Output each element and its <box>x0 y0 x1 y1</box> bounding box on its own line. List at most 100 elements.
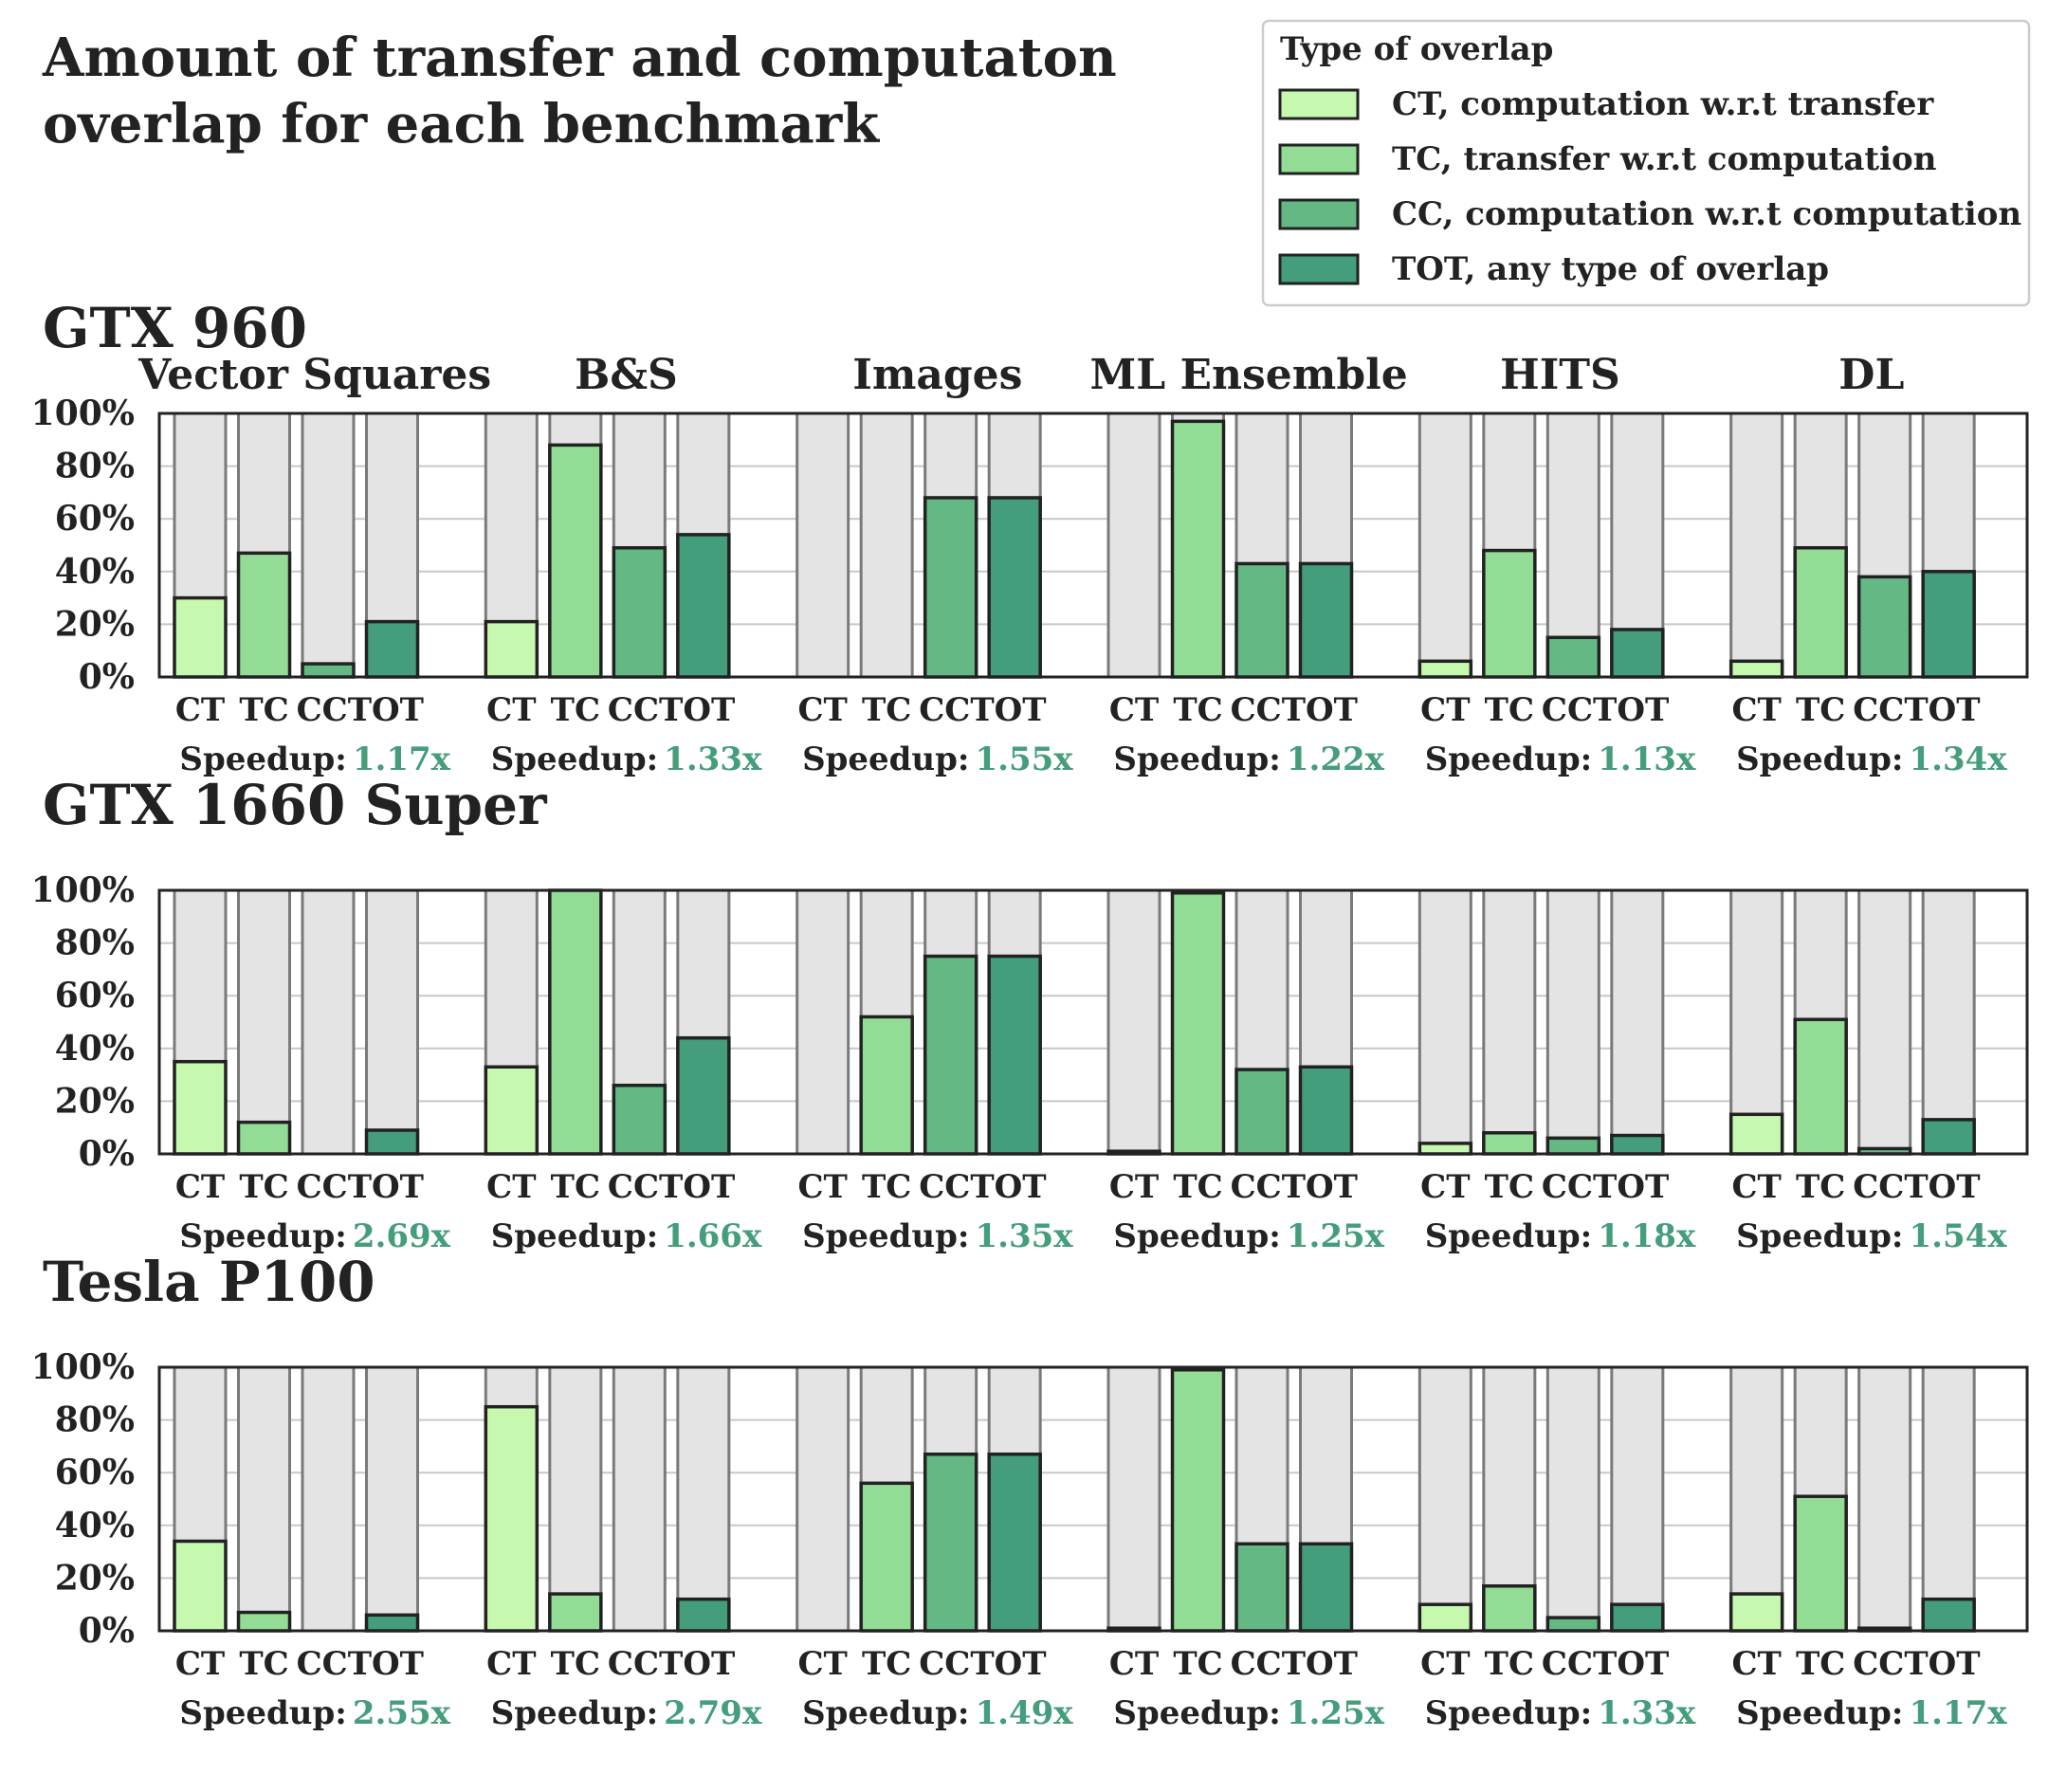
benchmark-group: CT TC CCTOT Speedup: 1.34x <box>1728 411 2007 778</box>
benchmark-group: CT TC CCTOT Speedup: 1.54x <box>1728 888 2007 1255</box>
x-tick-label: CCTOT <box>608 1645 735 1683</box>
axes-frame <box>157 1365 2029 1633</box>
y-tick-label: 60% <box>55 1453 135 1492</box>
legend-label-ct: CT, computation w.r.t transfer <box>1392 85 1934 123</box>
x-tick-label: TC <box>551 691 600 729</box>
legend-swatch-tc <box>1278 143 1360 175</box>
bar-background-tot <box>676 1365 731 1633</box>
speedup-label: Speedup: <box>1736 741 1903 778</box>
y-tick-label: 100% <box>31 393 135 433</box>
panel-title: GTX 960 <box>43 296 307 360</box>
x-tick-label: TC <box>1485 1645 1534 1683</box>
bar-background-cc <box>1545 888 1600 1156</box>
bar-tot <box>1921 1118 1976 1156</box>
speedup-value: 1.55x <box>975 741 1073 778</box>
benchmark-title: Vector Squares <box>137 351 491 399</box>
legend-title: Type of overlap <box>1280 30 1553 68</box>
bar-tc <box>859 1015 914 1156</box>
bar-tot <box>364 619 420 679</box>
x-tick-label: CT <box>1420 1168 1470 1206</box>
speedup-text: Speedup: 1.34x <box>1736 741 2007 778</box>
speedup-value: 1.66x <box>664 1217 762 1255</box>
speedup-text: Speedup: 1.35x <box>802 1217 1073 1255</box>
benchmark-group: CT TC CCTOT Speedup: 2.79x <box>484 1365 762 1732</box>
bar-cc <box>1234 561 1289 679</box>
speedup-value: 1.22x <box>1287 741 1385 778</box>
y-tick-label: 0% <box>79 657 135 697</box>
bar-cc <box>923 496 978 679</box>
speedup-value: 1.35x <box>975 1217 1073 1255</box>
speedup-label: Speedup: <box>179 1217 346 1255</box>
bar-tot <box>1610 1133 1665 1156</box>
benchmark-group: CT TC CCTOT Speedup: 1.33x <box>1417 1365 1696 1732</box>
bar-background-tot <box>365 1365 419 1633</box>
y-tick-label: 40% <box>55 1506 135 1545</box>
speedup-text: Speedup: 1.13x <box>1425 741 1696 778</box>
legend-swatch-cc <box>1278 198 1360 230</box>
speedup-label: Speedup: <box>1736 1217 1903 1255</box>
y-tick-label: 40% <box>55 1029 135 1069</box>
axes-frame <box>157 411 2029 679</box>
y-tick-label: 80% <box>55 1400 135 1440</box>
speedup-label: Speedup: <box>491 741 658 778</box>
bar-background-tc <box>1482 888 1537 1156</box>
speedup-text: Speedup: 1.17x <box>1736 1694 2007 1732</box>
x-tick-label: CT <box>797 1168 847 1206</box>
y-tick-label: 100% <box>31 1347 135 1387</box>
bar-background-ct <box>795 411 850 679</box>
bar-ct <box>484 619 539 679</box>
benchmark-group: CT TC CCTOT Speedup: 1.25x <box>1106 888 1385 1255</box>
bar-tot <box>364 1128 420 1156</box>
x-tick-label: CT <box>175 1168 225 1206</box>
speedup-value: 2.69x <box>353 1217 451 1255</box>
benchmark-group: CT TC CCTOT Speedup: 1.33x <box>484 411 762 778</box>
y-tick-label: 60% <box>55 976 135 1015</box>
x-tick-label: CCTOT <box>297 1645 424 1683</box>
bar-background-cc <box>301 1365 356 1633</box>
speedup-value: 1.34x <box>1909 741 2007 778</box>
benchmark-title: Images <box>852 351 1022 399</box>
bar-ct <box>173 1539 228 1633</box>
speedup-value: 2.79x <box>664 1694 762 1732</box>
bar-tc <box>1482 1583 1537 1633</box>
bar-tc <box>1482 548 1537 679</box>
bar-background-ct <box>1417 411 1472 679</box>
legend-label-tc: TC, transfer w.r.t computation <box>1392 140 1936 178</box>
speedup-label: Speedup: <box>491 1217 658 1255</box>
bar-background-tot <box>1610 1365 1665 1633</box>
bar-tc <box>1793 1494 1848 1633</box>
bar-cc <box>612 1083 667 1156</box>
x-tick-label: CCTOT <box>1542 1645 1669 1683</box>
x-tick-label: TC <box>1485 691 1534 729</box>
bar-background-tot <box>1921 888 1976 1156</box>
speedup-label: Speedup: <box>491 1694 658 1732</box>
speedup-label: Speedup: <box>179 1694 346 1732</box>
speedup-label: Speedup: <box>1425 1217 1592 1255</box>
benchmark-group: CT TC CCTOT Speedup: 1.66x <box>484 888 762 1255</box>
x-tick-label: CCTOT <box>1231 691 1358 729</box>
bar-cc <box>1234 1542 1289 1633</box>
bar-background-ct <box>1729 888 1784 1156</box>
bar-cc <box>1856 575 1912 679</box>
x-tick-label: TC <box>1796 691 1845 729</box>
x-tick-label: CT <box>1420 691 1470 729</box>
benchmark-group: CT TC CCTOT Speedup: 1.49x <box>795 1365 1073 1732</box>
x-tick-label: CCTOT <box>919 691 1046 729</box>
bar-tc <box>548 443 603 679</box>
x-tick-label: CT <box>1731 691 1781 729</box>
x-tick-label: TC <box>862 1168 911 1206</box>
bar-background-cc <box>1545 1365 1600 1633</box>
x-tick-label: TC <box>239 1645 288 1683</box>
bar-tot <box>987 496 1042 679</box>
speedup-text: Speedup: 1.33x <box>1425 1694 1696 1732</box>
x-tick-label: CCTOT <box>1853 1168 1980 1206</box>
speedup-text: Speedup: 1.17x <box>179 741 450 778</box>
speedup-value: 1.54x <box>1909 1217 2007 1255</box>
chart-title-line-1: Amount of transfer and computaton <box>42 27 1117 89</box>
bar-tot <box>1298 561 1354 679</box>
bar-background-ct <box>795 1365 850 1633</box>
legend-swatch-tot <box>1278 253 1360 285</box>
